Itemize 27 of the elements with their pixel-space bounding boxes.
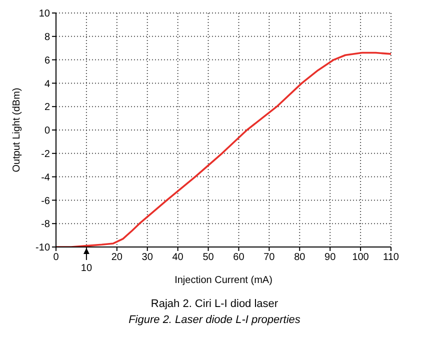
x-tick-label: 30 [142,252,154,264]
x-tick-label: 100 [352,252,370,264]
y-tick-label: 4 [44,78,50,90]
x-tick-label: 50 [202,252,214,264]
y-axis-title: Output Light (dBm) [12,88,23,172]
x-tick-label: 110 [383,252,400,264]
x-tick-label: 20 [111,252,123,264]
y-tick-label: -4 [41,172,50,184]
annotation: 10 [80,263,92,274]
y-tick-label: 2 [44,102,50,114]
y-tick-label: -6 [41,196,50,207]
x-tick-label: 60 [233,252,245,264]
x-tick-label: 70 [264,252,276,264]
caption: Figure 2. Laser diode L-I properties [128,314,302,326]
y-tick-label: 8 [44,32,50,43]
x-tick-label: 90 [324,252,336,264]
y-tick-label: -2 [41,148,50,160]
x-tick-label: 80 [294,252,306,264]
x-tick-label: 40 [172,252,184,264]
y-tick-label: 6 [44,55,50,66]
x-axis-title: Injection Current (mA) [174,275,272,286]
y-tick-label: 0 [44,126,50,137]
y-tick-label: -10 [36,242,50,254]
x-tick-label: 0 [53,252,60,264]
text: Rajah 2. Ciri L-I diod laser [150,298,280,310]
y-tick-label: -8 [41,219,50,230]
y-tick-label: 10 [38,8,50,20]
